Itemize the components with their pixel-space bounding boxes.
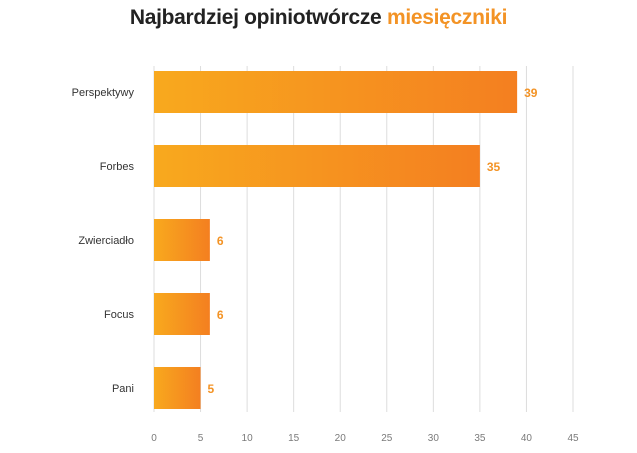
x-tick-label: 45 (567, 433, 579, 444)
category-label: Zwierciadło (78, 235, 134, 247)
data-label: 39 (524, 86, 538, 100)
x-tick-label: 10 (242, 433, 254, 444)
chart-title: Najbardziej opiniotwórcze miesięczniki (0, 6, 637, 30)
x-tick-label: 35 (474, 433, 486, 444)
x-tick-label: 25 (381, 433, 393, 444)
x-tick-label: 5 (198, 433, 204, 444)
x-tick-label: 40 (521, 433, 533, 444)
x-tick-label: 15 (288, 433, 300, 444)
chart-title-accent: miesięczniki (386, 6, 508, 29)
bar (154, 367, 201, 409)
chart-title-main: Najbardziej opiniotwórcze (129, 6, 382, 29)
x-tick-label: 20 (335, 433, 347, 444)
bar (154, 71, 518, 113)
bars (154, 71, 518, 409)
category-label: Perspektywy (72, 87, 135, 99)
category-label: Pani (112, 383, 134, 395)
bar (154, 219, 210, 261)
bar (154, 293, 210, 335)
data-label: 6 (217, 234, 224, 248)
x-tick-label: 0 (151, 433, 157, 444)
labels: 0 5 10 15 20 25 30 35 40 45 Perspektywy 39 Forbes 35 Z… (72, 86, 579, 444)
x-tick-label: 30 (428, 433, 440, 444)
bar (154, 145, 480, 187)
data-label: 35 (487, 160, 501, 174)
data-label: 6 (217, 308, 224, 322)
data-label: 5 (208, 382, 215, 396)
grid-lines (153, 66, 574, 412)
category-label: Focus (104, 309, 134, 321)
category-label: Forbes (100, 161, 135, 173)
